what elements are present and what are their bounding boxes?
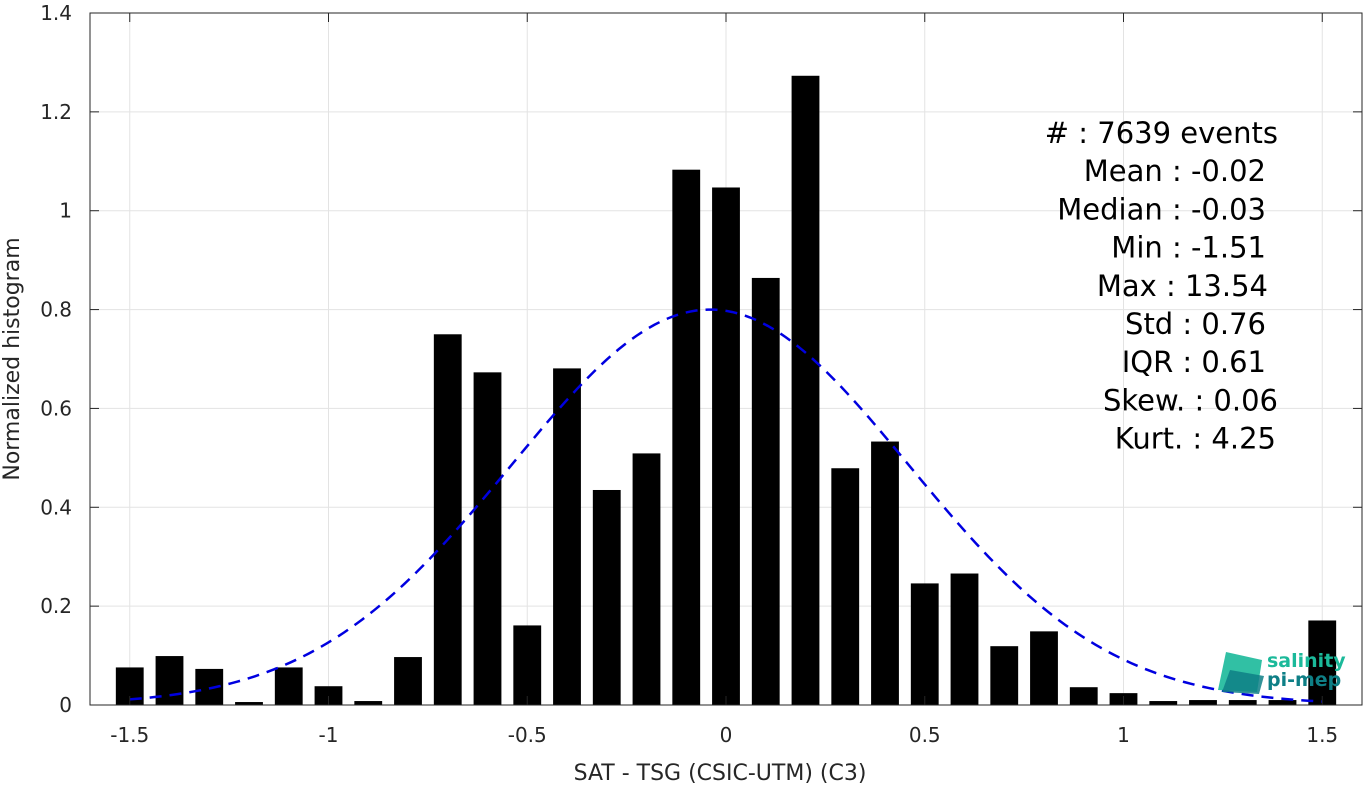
x-tick-label: 0.5 <box>909 723 941 747</box>
stat-line: Mean : -0.02 <box>1084 154 1266 188</box>
y-tick-label: 0.4 <box>40 495 72 519</box>
histogram-bar <box>950 573 979 705</box>
histogram-bar <box>1069 687 1098 705</box>
histogram-bar <box>672 169 701 705</box>
x-tick-label: 0 <box>720 723 733 747</box>
histogram-bar <box>553 368 581 705</box>
histogram-bar <box>1268 700 1297 705</box>
y-axis-label: Normalized histogram <box>0 237 25 480</box>
histogram-bar <box>910 583 939 705</box>
histogram-bar <box>513 625 542 705</box>
histogram-bar <box>1308 620 1337 705</box>
histogram-bar <box>831 468 860 705</box>
salinity-pi-mep-logo: salinity pi-mep <box>1218 650 1346 694</box>
x-ticks: -1.5 -1 -0.5 0 0.5 1 1.5 <box>110 13 1338 747</box>
statistics-annotation: # : 7639 events Mean : -0.02 Median : -0.0… <box>1045 116 1278 456</box>
stat-line: # : 7639 events <box>1045 116 1278 150</box>
histogram-bar <box>592 489 621 705</box>
stat-line: IQR : 0.61 <box>1122 345 1266 379</box>
histogram-bar <box>354 701 383 705</box>
histogram-bar <box>394 657 422 705</box>
y-tick-label: 1 <box>59 199 72 223</box>
y-tick-label: 0 <box>59 693 72 717</box>
histogram-bar <box>473 372 502 705</box>
stat-line: Std : 0.76 <box>1125 307 1266 341</box>
y-ticks: 0 0.2 0.4 0.6 0.8 1 1.2 1.4 <box>40 1 1362 717</box>
x-tick-label: 1.5 <box>1306 723 1338 747</box>
bars <box>115 75 1337 706</box>
gaussian-fit-curve <box>129 308 1323 703</box>
x-axis-label: SAT - TSG (CSIC-UTM) (C3) <box>574 761 867 785</box>
logo-wave-shape-2 <box>1222 670 1264 694</box>
y-tick-label: 0.8 <box>40 298 72 322</box>
histogram-bar <box>751 277 780 705</box>
histogram-bar <box>632 453 661 705</box>
x-tick-label: -1 <box>319 723 339 747</box>
histogram-bar <box>433 334 462 705</box>
histogram-bar <box>274 667 303 705</box>
histogram-bar <box>871 441 899 705</box>
stat-line: Median : -0.03 <box>1057 192 1266 226</box>
stat-line: Skew. : 0.06 <box>1103 383 1278 417</box>
y-tick-label: 1.2 <box>40 100 72 124</box>
y-tick-label: 0.6 <box>40 396 72 420</box>
stat-line: Max : 13.54 <box>1097 269 1268 303</box>
histogram-bar <box>235 702 263 705</box>
histogram-bar <box>1030 631 1058 705</box>
stat-line: Kurt. : 4.25 <box>1115 422 1276 456</box>
histogram-bar <box>1189 700 1217 705</box>
histogram-bar <box>314 686 343 705</box>
histogram-bar <box>990 646 1019 705</box>
histogram-bar <box>1149 701 1178 705</box>
y-tick-label: 1.4 <box>40 1 72 25</box>
histogram-bar <box>791 75 820 705</box>
logo-text-pi-mep: pi-mep <box>1267 669 1341 691</box>
histogram-bar <box>712 187 740 706</box>
x-tick-label: 1 <box>1117 723 1130 747</box>
y-tick-label: 0.2 <box>40 594 72 618</box>
stat-line: Min : -1.51 <box>1111 231 1266 265</box>
x-tick-label: -0.5 <box>508 723 547 747</box>
histogram-bar <box>1228 700 1257 705</box>
x-tick-label: -1.5 <box>110 723 149 747</box>
logo-text-salinity: salinity <box>1267 650 1346 672</box>
